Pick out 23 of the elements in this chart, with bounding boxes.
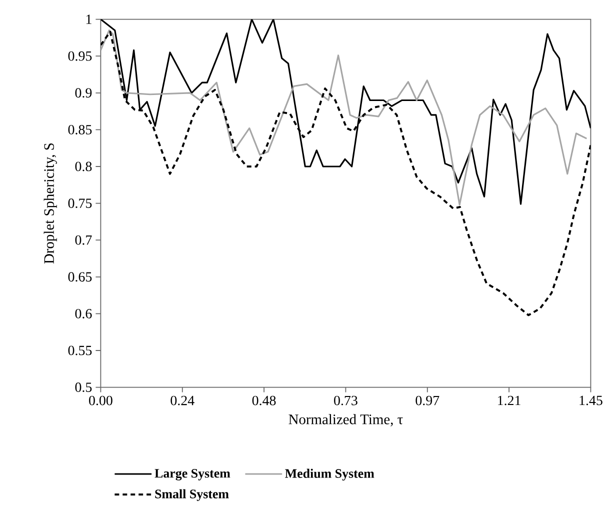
x-axis-title: Normalized Time, τ — [288, 414, 403, 426]
y-tick-label: 1 — [86, 14, 92, 24]
x-tick-label: 0.48 — [252, 396, 276, 406]
y-tick-label: 0.6 — [75, 308, 92, 318]
x-tick-label: 0.73 — [334, 396, 358, 406]
legend-label: Large System — [154, 468, 230, 480]
y-axis-title: Droplet Sphericity, S — [44, 143, 57, 264]
x-tick-label: 1.45 — [580, 396, 602, 406]
x-tick-label: 0.97 — [416, 396, 440, 406]
y-tick-label: 0.85 — [68, 124, 92, 134]
legend-label: Small System — [155, 489, 229, 502]
y-tick-label: 0.95 — [68, 51, 92, 61]
y-tick-label: 0.9 — [75, 88, 92, 98]
y-tick-label: 0.55 — [68, 346, 92, 356]
y-tick-label: 0.8 — [75, 162, 92, 172]
y-tick-label: 0.7 — [75, 235, 92, 245]
y-tick-label: 0.65 — [68, 272, 92, 282]
y-tick-label: 0.5 — [75, 382, 92, 392]
x-tick-label: 0.24 — [170, 396, 194, 406]
y-tick-label: 0.75 — [68, 198, 92, 208]
x-tick-label: 1.21 — [498, 396, 520, 406]
x-tick-label: 0.00 — [89, 396, 112, 406]
legend-label: Medium System — [285, 468, 374, 481]
